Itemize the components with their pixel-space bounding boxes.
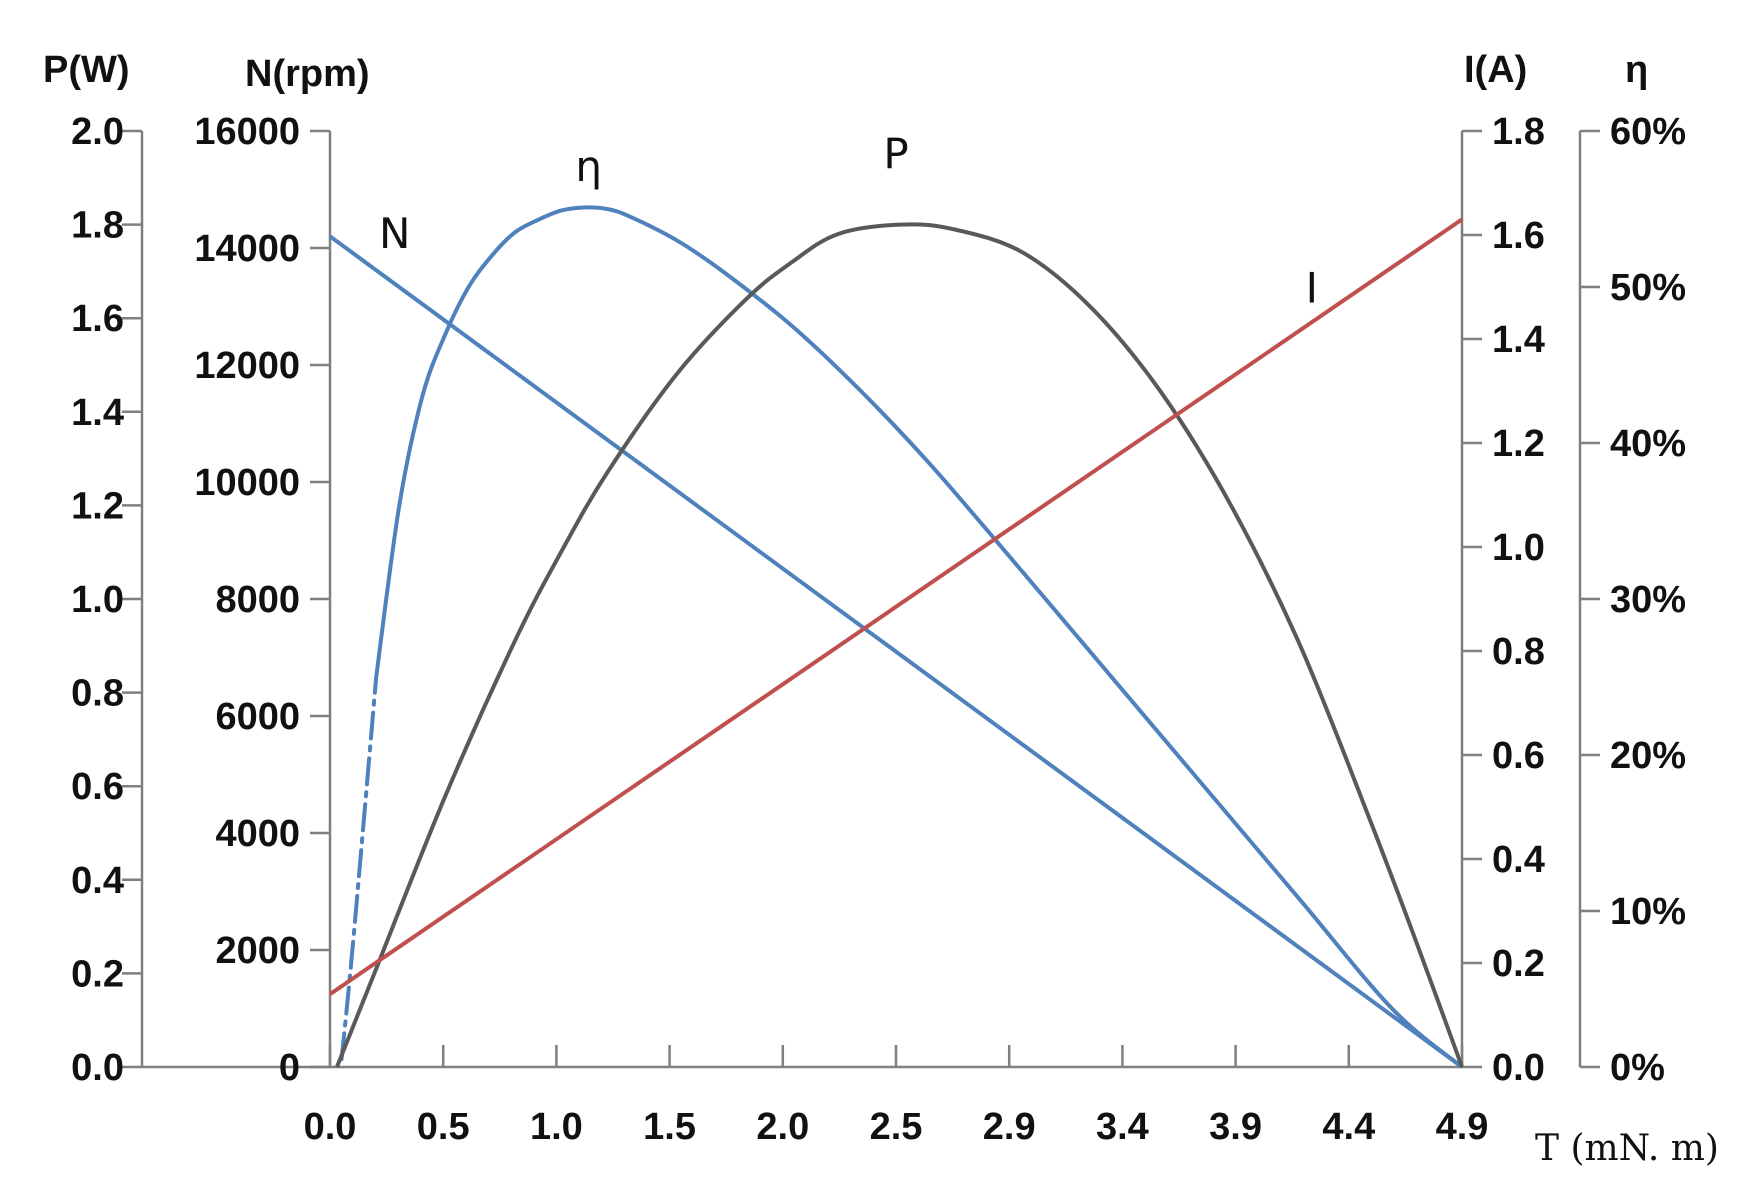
n-tick-label: 14000	[194, 228, 300, 270]
n-tick-label: 6000	[215, 696, 300, 738]
i-tick-label: 0.6	[1492, 735, 1545, 777]
p-tick-label: 0.6	[71, 766, 124, 808]
x-tick-label: 2.9	[983, 1106, 1036, 1148]
x-tick-label: 4.4	[1322, 1106, 1375, 1148]
x-tick-label: 0.5	[417, 1106, 470, 1148]
i-tick-label: 0.0	[1492, 1047, 1545, 1089]
axes	[122, 129, 1600, 1069]
eta-curve-label: η	[575, 142, 602, 191]
i-tick-label: 0.8	[1492, 631, 1545, 673]
eta-curve-dashed	[339, 675, 379, 1062]
x-tick-label: 3.4	[1096, 1106, 1149, 1148]
n-curve	[328, 234, 1464, 1069]
x-tick-label: 2.5	[870, 1106, 923, 1148]
n-curve-label: N	[379, 209, 410, 258]
n-tick-label: 8000	[215, 579, 300, 621]
i-curve	[328, 217, 1464, 996]
eta-axis-title: η	[1625, 49, 1648, 91]
axis-titles: P(W) N(rpm) I(A) η T (mN. m)	[43, 49, 1719, 1169]
p-tick-label: 1.4	[71, 392, 124, 434]
i-curve-label: I	[1306, 264, 1318, 313]
eta-tick-label: 30%	[1610, 579, 1686, 621]
series	[328, 205, 1464, 1069]
x-tick-label: 3.9	[1209, 1106, 1262, 1148]
n-axis-title: N(rpm)	[245, 53, 370, 95]
p-axis-title: P(W)	[43, 49, 130, 91]
i-tick-label: 1.0	[1492, 527, 1545, 569]
i-tick-label: 0.4	[1492, 839, 1545, 881]
x-tick-label: 1.5	[643, 1106, 696, 1148]
x-tick-label: 0.0	[304, 1106, 357, 1148]
x-tick-label: 1.0	[530, 1106, 583, 1148]
p-curve	[335, 222, 1464, 1068]
i-tick-label: 1.6	[1492, 215, 1545, 257]
p-tick-label: 0.4	[71, 860, 124, 902]
n-tick-label: 10000	[194, 462, 300, 504]
p-curve-label: P	[883, 129, 908, 178]
p-tick-label: 0.2	[71, 953, 124, 995]
i-tick-label: 1.8	[1492, 111, 1545, 153]
p-tick-label: 1.6	[71, 298, 124, 340]
p-tick-label: 1.0	[71, 579, 124, 621]
p-tick-label: 0.0	[71, 1047, 124, 1089]
eta-curve	[374, 205, 1464, 1069]
eta-tick-label: 0%	[1610, 1047, 1665, 1089]
n-tick-label: 12000	[194, 345, 300, 387]
eta-tick-label: 20%	[1610, 735, 1686, 777]
p-tick-label: 0.8	[71, 673, 124, 715]
tick-labels: 0.0 0.5 1.0 1.5 2.0 2.5 2.9 3.4 3.9 4.4 4.90.00.20…	[71, 111, 1686, 1148]
eta-tick-label: 60%	[1610, 111, 1686, 153]
i-tick-label: 1.4	[1492, 319, 1545, 361]
i-tick-label: 1.2	[1492, 423, 1545, 465]
i-axis-title: I(A)	[1464, 49, 1527, 91]
n-tick-label: 16000	[194, 111, 300, 153]
p-tick-label: 2.0	[71, 111, 124, 153]
eta-tick-label: 40%	[1610, 423, 1686, 465]
p-tick-label: 1.2	[71, 485, 124, 527]
i-tick-label: 0.2	[1492, 943, 1545, 985]
curve-labels: Nη P I	[379, 129, 1318, 312]
x-tick-label: 4.9	[1436, 1106, 1489, 1148]
eta-tick-label: 10%	[1610, 891, 1686, 933]
eta-tick-label: 50%	[1610, 267, 1686, 309]
n-tick-label: 4000	[215, 813, 300, 855]
x-axis-title: T (mN. m)	[1535, 1128, 1719, 1169]
n-tick-label: 0	[279, 1047, 300, 1089]
x-tick-label: 2.0	[756, 1106, 809, 1148]
p-tick-label: 1.8	[71, 205, 124, 247]
n-tick-label: 2000	[215, 930, 300, 972]
